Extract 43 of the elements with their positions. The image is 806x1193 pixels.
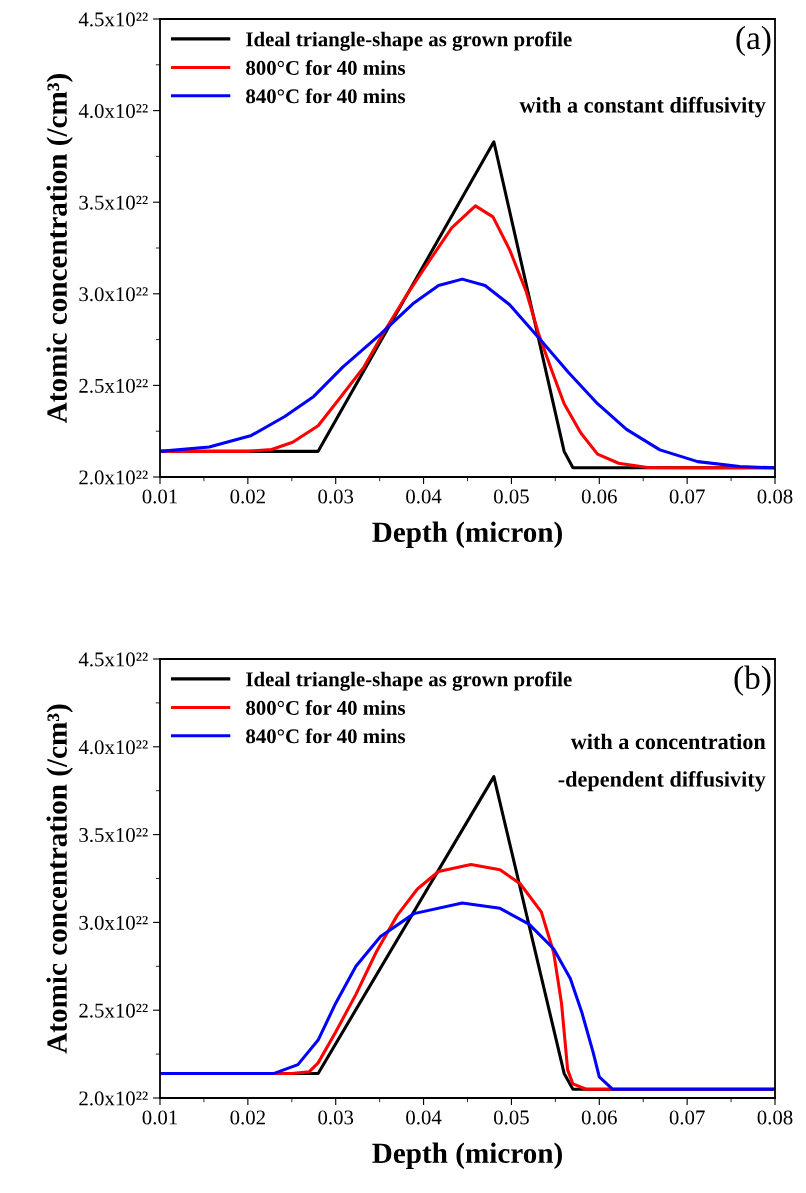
annotation: (a) [736, 25, 771, 57]
x-tick-label: 0.02 [230, 489, 265, 504]
y-tick-label: 3.5x10²² [79, 827, 148, 843]
legend-label: 840°C for 40 mins [246, 88, 406, 104]
x-tick-label: 0.07 [669, 1110, 705, 1125]
x-tick-label: 0.03 [318, 1110, 354, 1125]
y-tick-label: 4.5x10²² [78, 12, 148, 27]
y-tick-label: 4.5x10²² [78, 652, 148, 667]
y-tick-label: 2.0x10²² [79, 1091, 148, 1106]
annotation: with a concentration [570, 733, 766, 750]
x-tick-label: 0.06 [581, 1110, 617, 1125]
x-tick-label: 0.01 [142, 1110, 177, 1125]
x-tick-label: 0.08 [757, 489, 793, 504]
x-axis-title: Depth (micron) [372, 1142, 562, 1170]
y-tick-label: 3.0x10²² [79, 287, 148, 302]
x-tick-label: 0.05 [493, 489, 529, 504]
y-axis-title: Atomic concentration (/cm³) [46, 74, 73, 423]
x-tick-label: 0.02 [230, 1110, 265, 1125]
x-tick-label: 0.04 [406, 1110, 442, 1125]
legend-label: 800°C for 40 mins [246, 700, 406, 715]
legend-label: Ideal triangle-shape as grown profile [246, 671, 572, 691]
annotation: -dependent diffusivity [558, 770, 766, 792]
y-tick-label: 3.0x10²² [79, 915, 148, 930]
x-tick-label: 0.08 [757, 1110, 793, 1125]
y-tick-label: 4.0x10²² [78, 103, 148, 119]
y-axis-title: Atomic concentration (/cm³) [46, 704, 73, 1054]
x-tick-label: 0.06 [581, 489, 617, 504]
annotation: with a constant diffusivity [519, 96, 766, 118]
y-tick-label: 3.5x10²² [79, 195, 148, 210]
y-tick-label: 2.0x10²² [79, 470, 148, 485]
y-tick-label: 2.5x10²² [79, 1003, 148, 1018]
x-tick-label: 0.07 [669, 489, 705, 504]
y-tick-label: 4.0x10²² [78, 740, 148, 755]
x-tick-label: 0.01 [142, 489, 177, 504]
x-axis-title: Depth (micron) [372, 521, 562, 549]
legend-label: 840°C for 40 mins [246, 728, 406, 744]
legend-label: Ideal triangle-shape as grown profile [246, 31, 572, 51]
x-tick-label: 0.04 [406, 489, 442, 504]
legend-label: 800°C for 40 mins [246, 60, 406, 75]
annotation: (b) [734, 665, 771, 696]
y-tick-label: 2.5x10²² [79, 378, 148, 393]
x-tick-label: 0.05 [493, 1110, 529, 1125]
x-tick-label: 0.03 [318, 489, 354, 504]
